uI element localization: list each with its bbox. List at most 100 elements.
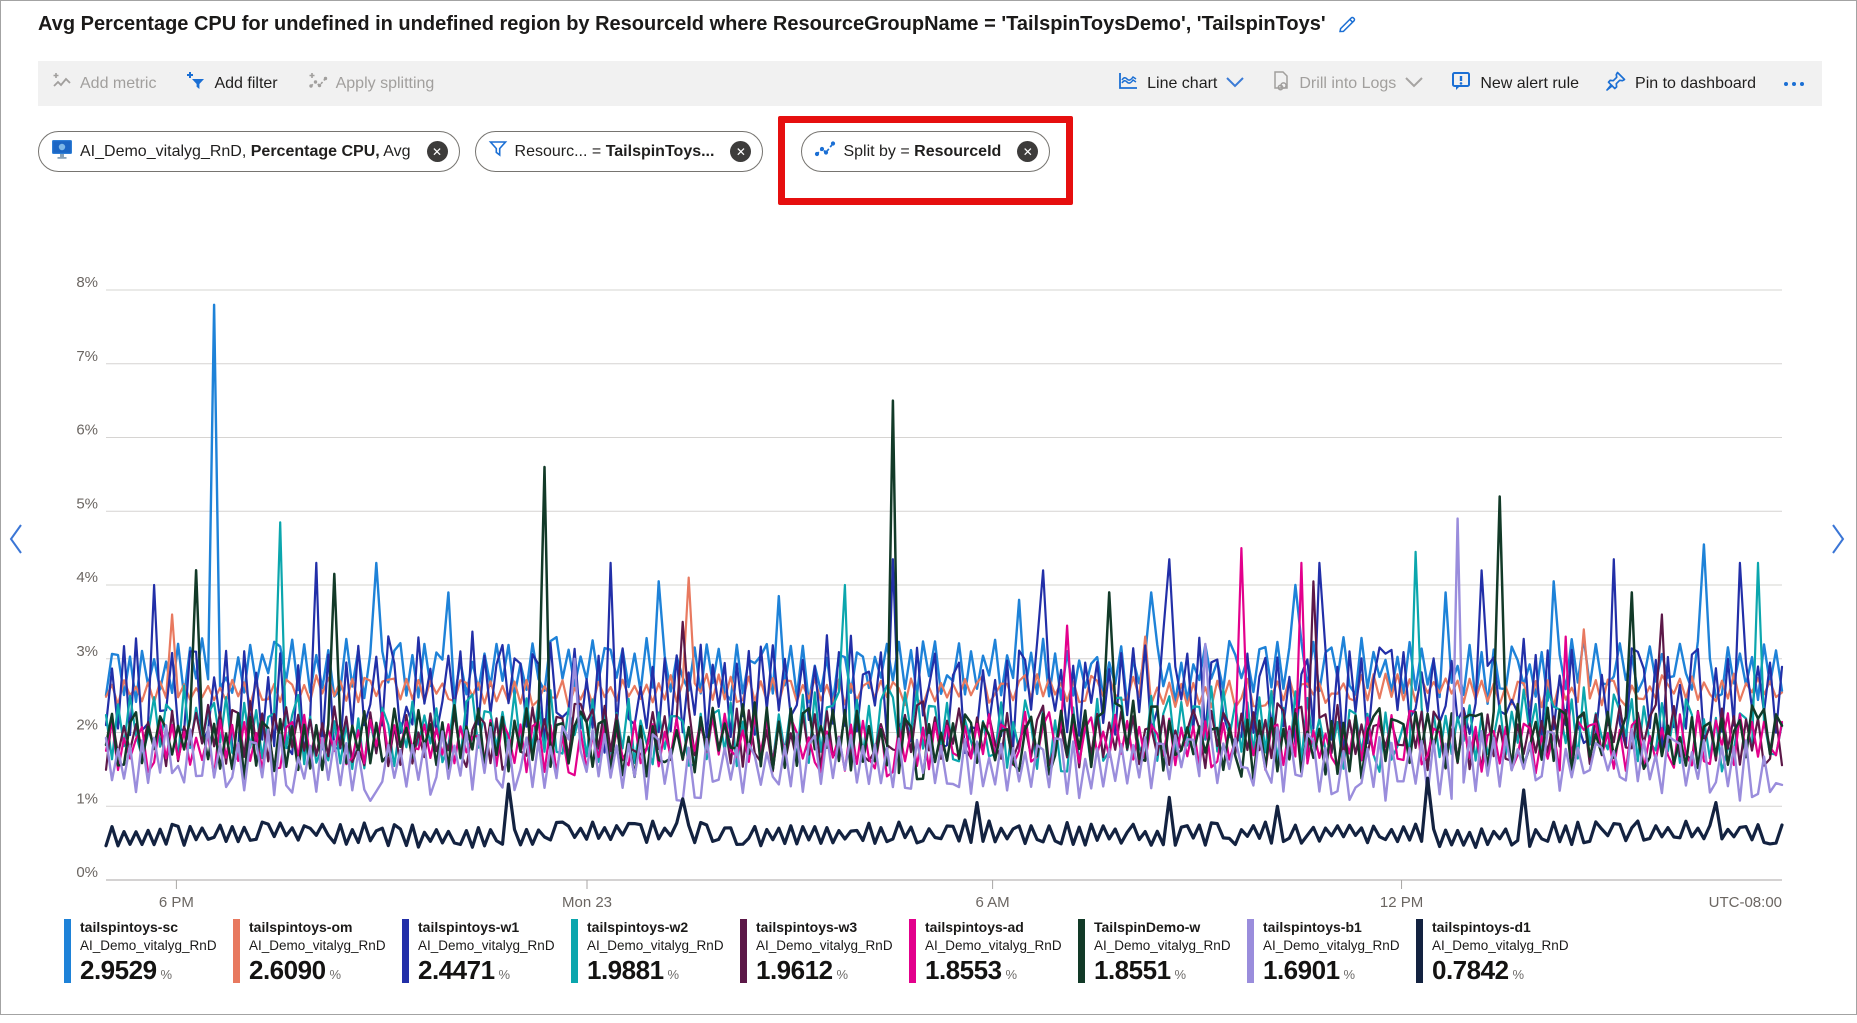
- series-line-tailspintoys-om: [104, 576, 1784, 709]
- toolbar-left-group: Add metric Add filter Apply splitting: [52, 71, 434, 96]
- pin-to-dashboard-label: Pin to dashboard: [1635, 74, 1756, 92]
- add-metric-button[interactable]: Add metric: [52, 72, 156, 95]
- new-alert-rule-button[interactable]: New alert rule: [1450, 70, 1579, 97]
- legend-series-name: TailspinDemo-w: [1094, 919, 1201, 935]
- legend-series-name: tailspintoys-d1: [1432, 919, 1531, 935]
- close-icon[interactable]: ✕: [1017, 141, 1039, 162]
- legend-avg-value: 1.6901: [1263, 955, 1340, 986]
- add-metric-icon: [52, 72, 72, 95]
- legend-series-name: tailspintoys-w1: [418, 919, 520, 935]
- legend-item-tailspintoys-ad[interactable]: tailspintoys-ad AI_Demo_vitalyg_RnD 1.8553…: [909, 919, 1078, 986]
- legend-resource-name: AI_Demo_vitalyg_RnD: [756, 937, 893, 953]
- legend-series-name: tailspintoys-w3: [756, 919, 858, 935]
- chevron-down-icon: [1225, 75, 1245, 93]
- scroll-left-chevron-icon[interactable]: [3, 517, 29, 561]
- x-axis-tick-label: Mon 23: [562, 894, 612, 911]
- legend-item-tailspintoys-w1[interactable]: tailspintoys-w1 AI_Demo_vitalyg_RnD 2.4471…: [402, 919, 571, 986]
- series-line-tailspintoys-sc: [104, 303, 1784, 706]
- legend-avg-value: 1.9612: [756, 955, 833, 986]
- legend-resource-name: AI_Demo_vitalyg_RnD: [587, 937, 724, 953]
- add-filter-label: Add filter: [214, 74, 278, 92]
- y-axis-tick-label: 8%: [76, 274, 98, 291]
- filter-pill[interactable]: Resourc... = TailspinToys... ✕: [474, 131, 764, 172]
- filter-pill-value: TailspinToys...: [605, 142, 715, 160]
- legend-resource-name: AI_Demo_vitalyg_RnD: [1432, 937, 1569, 953]
- metric-pill[interactable]: AI_Demo_vitalyg_RnD, Percentage CPU, Avg…: [38, 131, 460, 172]
- close-icon[interactable]: ✕: [426, 141, 448, 162]
- page-title: Avg Percentage CPU for undefined in unde…: [38, 13, 1326, 35]
- y-axis-tick-label: 7%: [76, 348, 98, 365]
- metric-pill-resource: AI_Demo_vitalyg_RnD,: [80, 142, 251, 160]
- new-alert-rule-label: New alert rule: [1480, 74, 1580, 92]
- legend-item-TailspinDemo-w[interactable]: TailspinDemo-w AI_Demo_vitalyg_RnD 1.8551%: [1078, 919, 1247, 986]
- close-icon[interactable]: ✕: [730, 141, 752, 162]
- apply-splitting-icon: [308, 72, 328, 95]
- legend-item-tailspintoys-w3[interactable]: tailspintoys-w3 AI_Demo_vitalyg_RnD 1.9612…: [740, 919, 909, 986]
- pin-icon: [1605, 70, 1627, 97]
- legend-item-tailspintoys-w2[interactable]: tailspintoys-w2 AI_Demo_vitalyg_RnD 1.9881…: [571, 919, 740, 986]
- drill-into-logs-button[interactable]: Drill into Logs: [1271, 70, 1424, 97]
- legend-item-tailspintoys-om[interactable]: tailspintoys-om AI_Demo_vitalyg_RnD 2.6090…: [233, 919, 402, 986]
- legend-resource-name: AI_Demo_vitalyg_RnD: [418, 937, 555, 953]
- series-line-tailspintoys-d1: [104, 776, 1784, 850]
- y-axis-tick-label: 0%: [76, 864, 98, 881]
- legend-avg-value: 1.8551: [1094, 955, 1171, 986]
- legend-color-bar: [909, 919, 916, 983]
- x-axis-tick-label: 12 PM: [1380, 894, 1423, 911]
- legend-color-bar: [233, 919, 240, 983]
- apply-splitting-label: Apply splitting: [335, 74, 435, 92]
- toolbar-right-group: Line chart Drill into Logs New alert rul: [1117, 70, 1806, 97]
- legend-series-name: tailspintoys-ad: [925, 919, 1024, 935]
- edit-title-pencil-icon[interactable]: [1336, 14, 1358, 36]
- series-line-tailspintoys-w2: [104, 521, 1784, 773]
- legend-unit: %: [667, 967, 680, 983]
- legend-color-bar: [740, 919, 747, 983]
- split-icon: [814, 139, 836, 164]
- scroll-right-chevron-icon[interactable]: [1825, 517, 1851, 561]
- legend-series-name: tailspintoys-om: [249, 919, 353, 935]
- legend-resource-name: AI_Demo_vitalyg_RnD: [925, 937, 1062, 953]
- legend-avg-value: 1.8553: [925, 955, 1002, 986]
- legend-unit: %: [1343, 967, 1356, 983]
- metric-pill-metric: Percentage CPU,: [250, 142, 380, 160]
- chart-toolbar: Add metric Add filter Apply splitting: [38, 61, 1822, 106]
- legend-avg-value: 0.7842: [1432, 955, 1509, 986]
- filter-pill-property: Resourc... =: [514, 142, 606, 160]
- chart-legend: tailspintoys-sc AI_Demo_vitalyg_RnD 2.9529…: [64, 919, 1585, 986]
- cpu-percentage-line-chart[interactable]: 0% 1% 2% 3% 4% 5% 6% 7% 8% 6 PM Mon 23 6 AM 12 PM UTC…: [1, 226, 1856, 922]
- add-filter-button[interactable]: Add filter: [186, 71, 278, 96]
- split-by-pill[interactable]: Split by = ResourceId ✕: [801, 131, 1051, 172]
- y-axis-tick-label: 4%: [76, 569, 98, 586]
- legend-item-tailspintoys-sc[interactable]: tailspintoys-sc AI_Demo_vitalyg_RnD 2.9529…: [64, 919, 233, 986]
- legend-color-bar: [64, 919, 71, 983]
- y-axis-tick-label: 5%: [76, 495, 98, 512]
- metric-pills-row: AI_Demo_vitalyg_RnD, Percentage CPU, Avg…: [38, 116, 1074, 205]
- legend-item-tailspintoys-d1[interactable]: tailspintoys-d1 AI_Demo_vitalyg_RnD 0.7842…: [1416, 919, 1585, 986]
- series-line-tailspintoys-ad: [104, 547, 1784, 778]
- legend-unit: %: [1512, 967, 1525, 983]
- chart-type-button[interactable]: Line chart: [1117, 71, 1245, 96]
- line-chart-label: Line chart: [1147, 74, 1218, 92]
- chevron-down-icon: [1404, 75, 1424, 93]
- legend-item-tailspintoys-b1[interactable]: tailspintoys-b1 AI_Demo_vitalyg_RnD 1.6901…: [1247, 919, 1416, 986]
- filter-icon: [488, 139, 508, 164]
- y-axis-tick-label: 6%: [76, 422, 98, 439]
- highlight-red-box: Split by = ResourceId ✕: [778, 116, 1074, 205]
- alert-icon: [1450, 70, 1472, 97]
- legend-resource-name: AI_Demo_vitalyg_RnD: [1094, 937, 1231, 953]
- legend-series-name: tailspintoys-sc: [80, 919, 179, 935]
- metric-pill-agg: Avg: [379, 142, 411, 160]
- y-axis-tick-label: 3%: [76, 643, 98, 660]
- legend-resource-name: AI_Demo_vitalyg_RnD: [249, 937, 386, 953]
- legend-unit: %: [329, 967, 342, 983]
- pin-to-dashboard-button[interactable]: Pin to dashboard: [1605, 70, 1756, 97]
- legend-color-bar: [1247, 919, 1254, 983]
- drill-logs-icon: [1271, 70, 1291, 97]
- legend-color-bar: [402, 919, 409, 983]
- legend-avg-value: 2.4471: [418, 955, 495, 986]
- more-commands-button[interactable]: [1782, 75, 1806, 93]
- apply-splitting-button[interactable]: Apply splitting: [308, 72, 435, 95]
- legend-avg-value: 2.9529: [80, 955, 157, 986]
- vm-icon: [51, 139, 73, 165]
